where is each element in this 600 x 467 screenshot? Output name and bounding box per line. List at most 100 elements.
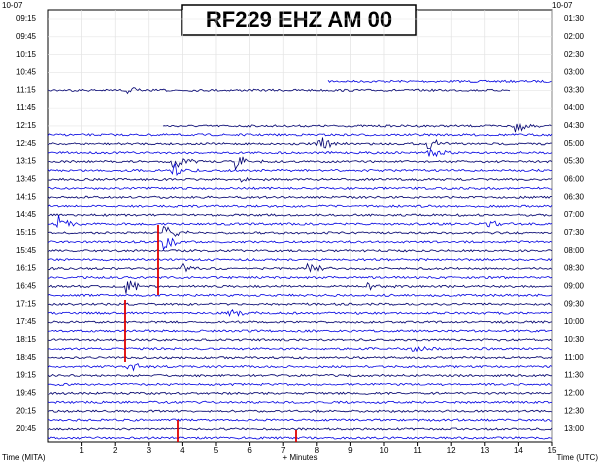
x-axis-label: + Minutes: [283, 453, 318, 462]
trace: [47, 275, 553, 280]
trace: [47, 226, 553, 237]
right-time-label: 06:30: [564, 192, 585, 201]
left-time-label: 12:15: [16, 121, 37, 130]
x-tick-label: 14: [514, 446, 523, 455]
x-tick-label: 12: [447, 446, 456, 455]
trace: [47, 427, 553, 431]
left-time-label: 09:45: [16, 32, 37, 41]
trace: [47, 186, 553, 191]
left-time-label: 16:15: [16, 264, 37, 273]
right-time-label: 10:00: [564, 317, 585, 326]
left-time-label: 17:45: [16, 317, 37, 326]
right-time-label: 01:30: [564, 14, 585, 23]
trace: [47, 204, 553, 208]
right-time-label: 06:00: [564, 175, 585, 184]
left-time-label: 12:45: [16, 139, 37, 148]
date-label: 10-07: [552, 1, 573, 10]
x-tick-label: 8: [315, 446, 320, 455]
right-time-label: 04:30: [564, 121, 585, 130]
trace: [47, 320, 553, 324]
left-time-label: 19:15: [16, 371, 37, 380]
x-tick-label: 5: [214, 446, 219, 455]
title-box: [181, 4, 417, 36]
right-time-label: 08:30: [564, 264, 585, 273]
x-tick-label: 13: [480, 446, 489, 455]
trace: [47, 262, 553, 273]
trace: [47, 156, 553, 171]
left-time-label: 15:15: [16, 228, 37, 237]
trace: [47, 329, 553, 333]
trace: [47, 148, 553, 158]
right-time-label: 09:30: [564, 299, 585, 308]
right-time-label: 08:00: [564, 246, 585, 255]
trace: [47, 87, 511, 95]
right-time-label: 02:00: [564, 32, 585, 41]
right-time-label: 11:30: [564, 371, 584, 380]
x-tick-label: 2: [113, 446, 118, 455]
date-label: 10-07: [2, 1, 23, 10]
right-time-label: 07:00: [564, 210, 585, 219]
right-time-label: 03:30: [564, 85, 585, 94]
trace: [47, 338, 553, 342]
trace: [47, 215, 553, 229]
trace: [47, 293, 553, 298]
x-tick-label: 9: [348, 446, 353, 455]
trace: [47, 363, 553, 372]
trace: [47, 373, 553, 378]
left-time-label: 13:15: [16, 157, 37, 166]
left-time-label: 19:45: [16, 388, 37, 397]
trace: [47, 195, 552, 199]
trace: [47, 213, 553, 217]
trace: [47, 346, 553, 353]
left-time-label: 20:15: [16, 406, 37, 415]
trace: [47, 302, 553, 306]
right-time-label: 09:00: [564, 282, 585, 291]
trace: [47, 356, 553, 360]
chart-title: RF229 EHZ AM 00: [206, 7, 392, 32]
trace: [47, 280, 553, 294]
left-time-label: 14:45: [16, 210, 37, 219]
trace: [47, 249, 553, 253]
right-time-label: 05:00: [564, 139, 585, 148]
x-tick-label: 10: [380, 446, 389, 455]
trace: [47, 436, 553, 440]
plot-frame: [47, 9, 553, 443]
x-tick-label: 15: [548, 446, 557, 455]
trace: [47, 309, 553, 318]
trace: [47, 257, 553, 262]
left-time-label: 10:45: [16, 68, 37, 77]
x-tick-label: 6: [247, 446, 252, 455]
left-time-label: 16:45: [16, 282, 37, 291]
left-time-label: 13:45: [16, 175, 37, 184]
trace: [47, 400, 553, 404]
trace: [47, 237, 553, 251]
trace: [327, 79, 552, 84]
right-time-label: 07:30: [564, 228, 585, 237]
left-time-label: 11:45: [16, 103, 36, 112]
right-time-label: 02:30: [564, 50, 585, 59]
left-time-label: 17:15: [16, 299, 37, 308]
x-tick-label: 3: [147, 446, 152, 455]
right-time-label: 04:00: [564, 103, 585, 112]
left-time-label: 10:15: [16, 50, 37, 59]
x-tick-label: 4: [180, 446, 185, 455]
trace: [47, 382, 552, 387]
x-tick-label: 7: [281, 446, 286, 455]
left-time-label: 14:15: [16, 192, 37, 201]
left-time-label: 11:15: [16, 85, 36, 94]
left-time-label: 18:15: [16, 335, 37, 344]
trace: [162, 122, 552, 133]
right-time-label: 12:30: [564, 406, 585, 415]
trace: [47, 418, 553, 422]
right-time-label: 03:00: [564, 68, 585, 77]
right-time-label: 12:00: [564, 388, 585, 397]
left-time-label: 09:15: [16, 14, 37, 23]
x-tick-label: 1: [79, 446, 84, 455]
right-time-label: 05:30: [564, 157, 585, 166]
trace: [47, 176, 553, 183]
x-axis-label: Time (MITA): [2, 453, 46, 462]
trace: [48, 391, 553, 396]
trace: [47, 133, 553, 137]
left-time-label: 20:45: [16, 424, 37, 433]
